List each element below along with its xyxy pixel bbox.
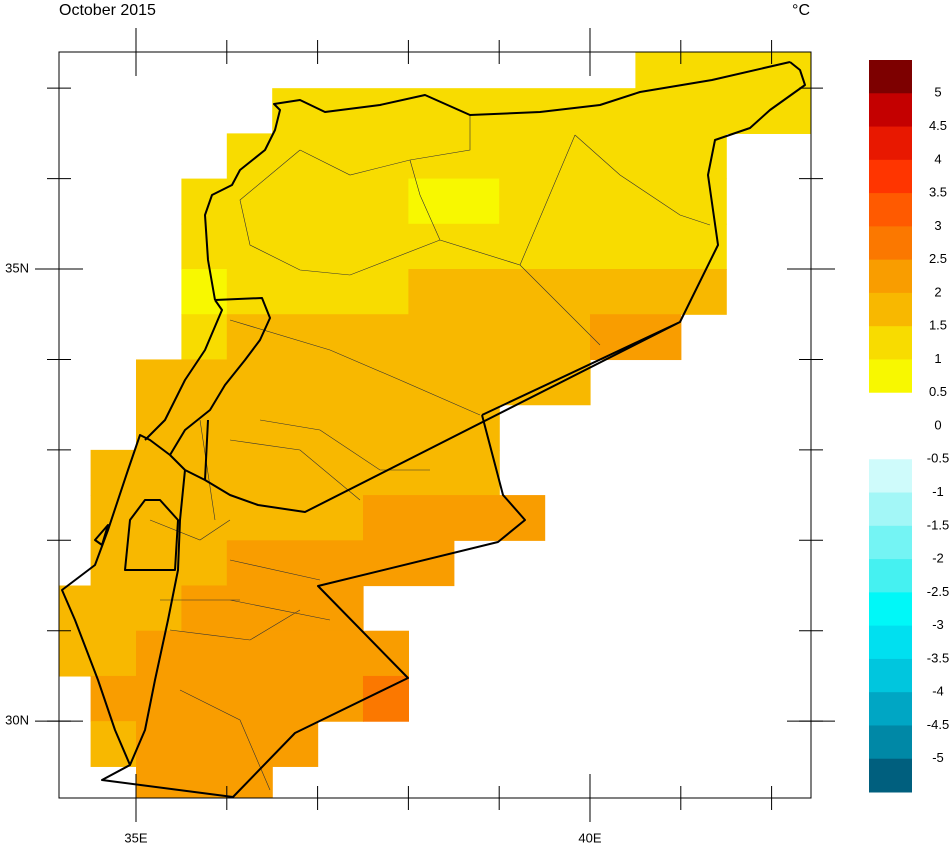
colorbar-label: -3 — [932, 617, 944, 632]
map-frame — [58, 51, 812, 799]
outer-border — [61, 61, 806, 798]
grid-cell — [181, 223, 727, 270]
cell-layer — [59, 52, 811, 798]
y-tick-label: 35N — [5, 260, 29, 275]
colorbar-box — [869, 292, 912, 327]
x-tick-label: 40E — [578, 830, 601, 845]
colorbar-box — [869, 392, 912, 427]
colorbar-label: 4.5 — [929, 118, 947, 133]
grid-cell — [589, 314, 682, 361]
colorbar-label: 1.5 — [929, 318, 947, 333]
colorbar-box — [869, 625, 912, 660]
colorbar-box — [869, 725, 912, 760]
colorbar-label: 4 — [934, 151, 941, 166]
colorbar-box — [869, 592, 912, 627]
colorbar-box — [869, 758, 912, 793]
grid-cell — [226, 133, 727, 180]
colorbar-label: -4 — [932, 684, 944, 699]
colorbar-box — [869, 525, 912, 560]
grid-cell — [181, 314, 228, 361]
y-tick-label: 30N — [5, 713, 29, 728]
grid-cell — [90, 675, 364, 722]
colorbar-label: 5 — [934, 85, 941, 100]
colorbar-box — [869, 259, 912, 294]
grid-cell — [408, 269, 727, 315]
grid-cell — [59, 630, 137, 677]
grid-cell — [181, 178, 409, 225]
colorbar-box — [869, 559, 912, 593]
colorbar-box — [869, 359, 912, 394]
colorbar-label: 3 — [934, 218, 941, 233]
colorbar-label: -2.5 — [927, 584, 949, 599]
colorbar-box — [869, 692, 912, 726]
grid-cell — [135, 359, 591, 406]
colorbar-label: 2.5 — [929, 251, 947, 266]
borders — [61, 61, 806, 798]
colorbar-box — [869, 226, 912, 261]
grid-cell — [90, 540, 228, 587]
colorbar-label: 0.5 — [929, 384, 947, 399]
colorbar-label: -4.5 — [927, 717, 949, 732]
x-tick-label: 35E — [124, 830, 147, 845]
colorbar-box — [869, 193, 912, 227]
colorbar-label: 3.5 — [929, 185, 947, 200]
colorbar-box — [869, 658, 912, 693]
units-label: °C — [792, 2, 810, 19]
colorbar-box — [869, 326, 912, 360]
grid-cell — [362, 495, 546, 541]
colorbar-label: -1.5 — [927, 517, 949, 532]
colorbar-label: 0 — [934, 417, 941, 432]
grid-cell — [499, 178, 727, 225]
grid-cell — [226, 314, 591, 361]
colorbar-label: -5 — [932, 750, 944, 765]
colorbar-label: 1 — [934, 351, 941, 366]
colorbar-label: -3.5 — [927, 650, 949, 665]
colorbar-label: -1 — [932, 484, 944, 499]
grid-cell — [408, 178, 500, 225]
colorbar-box — [869, 492, 912, 527]
grid-cell — [59, 585, 182, 632]
grid-cell — [135, 721, 319, 767]
colorbar-box — [869, 459, 912, 494]
grid-cell — [635, 52, 811, 89]
grid-cell — [90, 449, 500, 496]
colorbar-box — [869, 93, 912, 128]
colorbar-box — [869, 126, 912, 161]
grid-cell — [135, 404, 500, 451]
grid-cell — [362, 675, 409, 722]
admin-lines — [149, 115, 711, 791]
grid-cell — [226, 540, 455, 587]
colorbar-label: -2 — [932, 551, 944, 566]
grid-cell — [135, 630, 409, 677]
grid-cell — [90, 495, 364, 541]
grid-cell — [135, 766, 273, 798]
colorbar-box — [869, 60, 912, 94]
colorbar-box — [869, 426, 912, 460]
grid-cell — [226, 269, 409, 315]
colorbar: 5 4.5 4 3.5 3 2.5 2 1.5 1 0.5 0 -0.5 -1 -1.5 -2 -2.5 -3 -… — [869, 60, 949, 793]
colorbar-label: 2 — [934, 284, 941, 299]
colorbar-box — [869, 159, 912, 194]
inner-borders — [94, 297, 271, 766]
map-title: October 2015 — [59, 2, 156, 19]
colorbar-label: -0.5 — [927, 451, 949, 466]
